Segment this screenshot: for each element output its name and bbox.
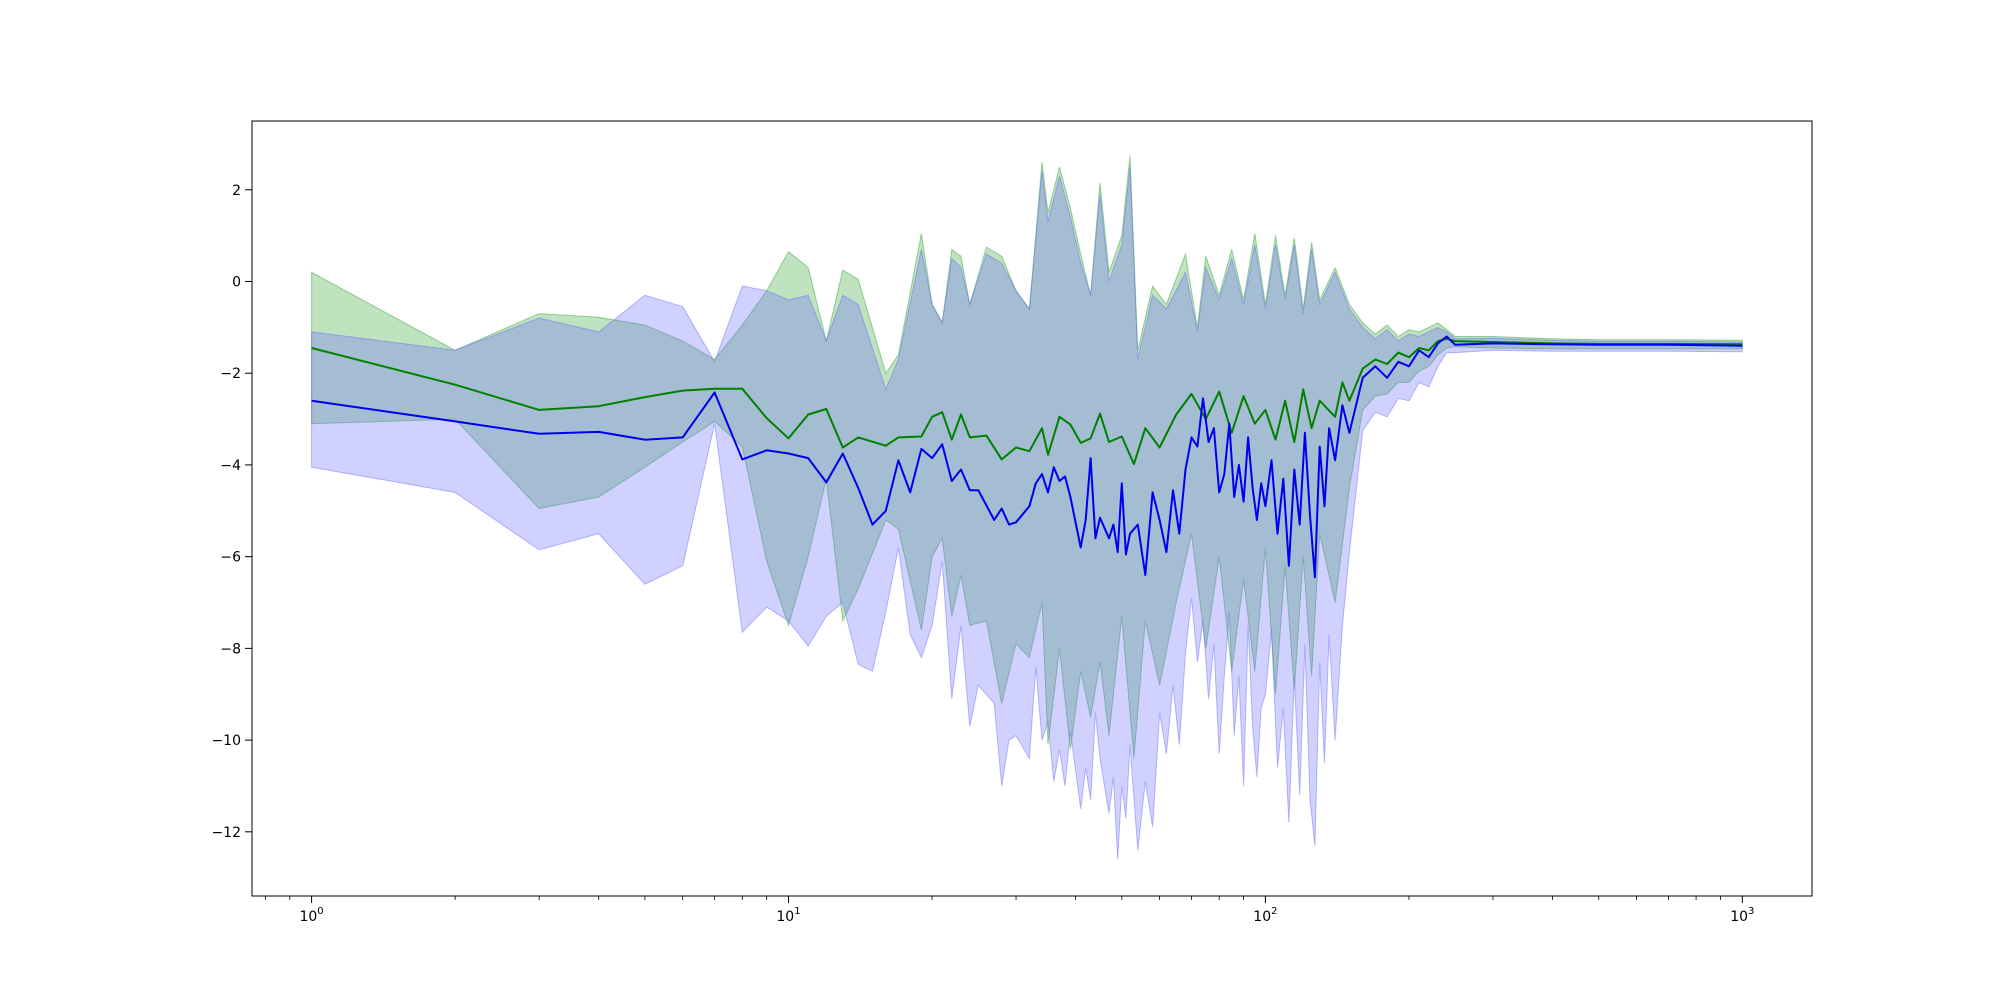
x-tick-label: 103	[1730, 906, 1754, 925]
series-layer	[311, 155, 1743, 860]
y-tick-label: −10	[211, 733, 241, 749]
series-2-line	[311, 335, 1743, 579]
y-tick-label: −6	[220, 550, 241, 566]
y-tick-label: −12	[211, 825, 241, 841]
y-tick-label: −8	[220, 641, 241, 657]
y-tick-label: −2	[220, 366, 241, 382]
series-1-line	[311, 337, 1743, 465]
plot-frame	[251, 120, 1813, 897]
series-1-band	[311, 155, 1743, 759]
plot-area	[311, 155, 1743, 860]
axes: 2 0 −2 −4 −6 −8 −10 −12 100 101 102 103	[211, 120, 1813, 925]
y-tick-label: −4	[220, 458, 241, 474]
series-2-band	[311, 166, 1743, 860]
x-tick-label: 101	[776, 906, 800, 925]
x-tick-label: 102	[1253, 906, 1277, 925]
y-tick-label: 2	[232, 183, 241, 199]
x-tick-label: 100	[299, 906, 323, 925]
y-tick-label: 0	[232, 275, 241, 291]
